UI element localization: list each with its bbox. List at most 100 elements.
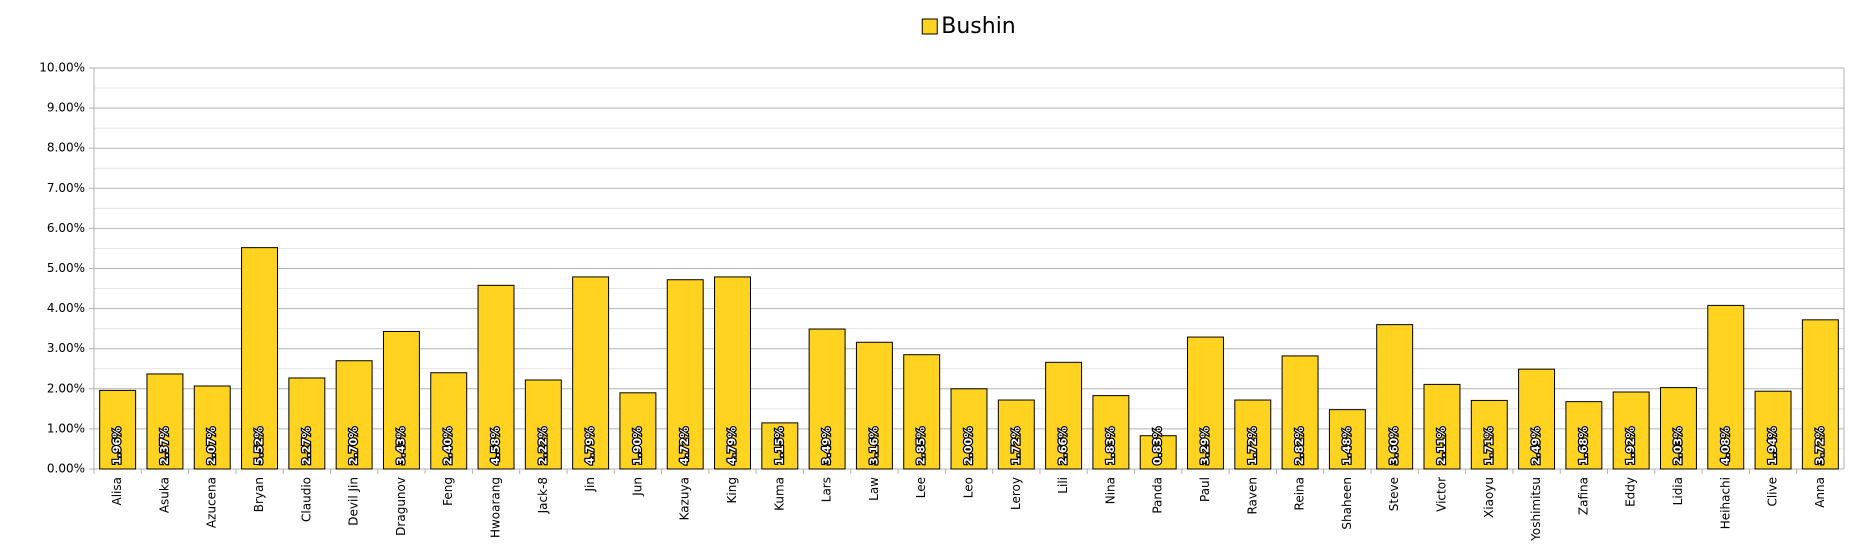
x-tick-label: Steve [1387, 477, 1401, 511]
value-label: 3.60% [1388, 427, 1401, 465]
x-tick-label: Leo [962, 477, 976, 498]
value-label: 1.94% [1766, 427, 1779, 465]
x-tick-label: Xiaoyu [1482, 477, 1496, 518]
value-label: 1.72% [1246, 427, 1259, 465]
value-label: 1.90% [631, 427, 644, 465]
value-label: 4.79% [726, 427, 739, 465]
x-tick-label: Dragunov [394, 477, 408, 536]
x-tick-label: Feng [441, 477, 455, 506]
bar [1801, 319, 1839, 470]
value-label: 2.70% [347, 427, 360, 465]
bar [193, 385, 231, 470]
value-label: 2.00% [962, 427, 975, 465]
bar [241, 247, 279, 470]
value-label: 3.43% [394, 427, 407, 465]
value-label: 4.58% [489, 427, 502, 465]
bar [950, 388, 988, 470]
y-tick-label: 10.00% [39, 61, 85, 75]
legend-swatch [921, 18, 938, 35]
bar [997, 399, 1035, 470]
bar [1565, 401, 1603, 470]
value-label: 5.52% [253, 427, 266, 465]
bar [1092, 395, 1130, 470]
x-tick-label: Reina [1293, 477, 1307, 510]
value-label: 3.49% [820, 427, 833, 465]
x-tick-label: Kuma [772, 477, 786, 511]
x-tick-label: King [725, 477, 739, 503]
y-tick-label: 8.00% [47, 141, 85, 155]
x-tick-label: Jin [583, 477, 597, 492]
value-label: 1.83% [1104, 427, 1117, 465]
x-tick-label: Bryan [252, 477, 266, 512]
x-tick-label: Raven [1245, 477, 1259, 515]
y-tick-label: 5.00% [47, 261, 85, 275]
x-tick-label: Azucena [205, 477, 219, 528]
bar [572, 276, 610, 470]
bar [1518, 368, 1556, 470]
bar [1612, 391, 1650, 470]
bar [382, 330, 420, 470]
y-tick-label: 0.00% [47, 462, 85, 476]
value-label: 2.66% [1057, 427, 1070, 465]
value-label: 1.15% [773, 427, 786, 465]
value-label: 2.07% [205, 427, 218, 465]
bar [1423, 383, 1461, 470]
x-tick-label: Jack-8 [536, 477, 550, 514]
bar [1187, 336, 1224, 470]
bar [1376, 324, 1414, 470]
y-tick-label: 7.00% [47, 181, 85, 195]
x-tick-label: Lars [820, 477, 834, 502]
value-label: 4.08% [1719, 427, 1732, 465]
value-label: 2.22% [536, 427, 549, 465]
x-tick-label: Lili [1056, 477, 1070, 494]
value-label: 1.92% [1624, 427, 1637, 465]
x-tick-label: Hwoarang [489, 477, 503, 538]
x-tick-label: Asuka [157, 477, 171, 513]
value-label: 0.83% [1151, 427, 1164, 465]
x-tick-label: Shaheen [1340, 477, 1354, 530]
bar [1328, 409, 1366, 470]
bar [1754, 390, 1792, 470]
bar [430, 372, 468, 470]
x-tick-label: Paul [1198, 477, 1212, 502]
x-tick-label: Claudio [299, 477, 313, 522]
x-tick-label: Anna [1813, 477, 1827, 508]
bar [1139, 435, 1177, 470]
value-label: 3.16% [867, 427, 880, 465]
bar [855, 341, 893, 470]
x-tick-label: Lidia [1671, 477, 1685, 505]
x-tick-label: Leroy [1009, 477, 1023, 510]
value-label: 2.27% [300, 427, 313, 465]
x-tick-label: Nina [1103, 477, 1117, 504]
value-label: 2.85% [915, 427, 928, 465]
value-label: 2.37% [158, 427, 171, 465]
bar [146, 373, 184, 470]
bar [808, 328, 846, 470]
y-tick-label: 1.00% [47, 421, 85, 435]
x-tick-label: Devil Jin [347, 477, 361, 526]
bar [1707, 304, 1745, 470]
value-label: 3.72% [1813, 427, 1826, 465]
value-label: 2.11% [1435, 427, 1448, 465]
bar [1470, 399, 1508, 470]
y-tick-label: 2.00% [47, 381, 85, 395]
value-label: 1.68% [1577, 427, 1590, 465]
x-tick-label: Alisa [110, 477, 124, 505]
value-label: 4.72% [678, 427, 691, 465]
bar [761, 422, 799, 470]
x-tick-label: Jun [630, 477, 644, 497]
x-tick-label: Kazuya [678, 477, 692, 520]
legend-text: Bushin [941, 14, 1016, 39]
y-tick-label: 9.00% [47, 101, 85, 115]
y-tick-label: 4.00% [47, 301, 85, 315]
x-tick-label: Clive [1766, 477, 1780, 507]
value-label: 3.29% [1198, 427, 1211, 465]
x-tick-label: Zafina [1576, 477, 1590, 515]
value-label: 1.71% [1482, 427, 1495, 465]
x-tick-label: Law [867, 477, 881, 501]
x-tick-label: Victor [1434, 477, 1448, 512]
bar [666, 279, 704, 470]
value-label: 2.49% [1530, 427, 1543, 465]
value-label: 2.03% [1671, 427, 1684, 465]
